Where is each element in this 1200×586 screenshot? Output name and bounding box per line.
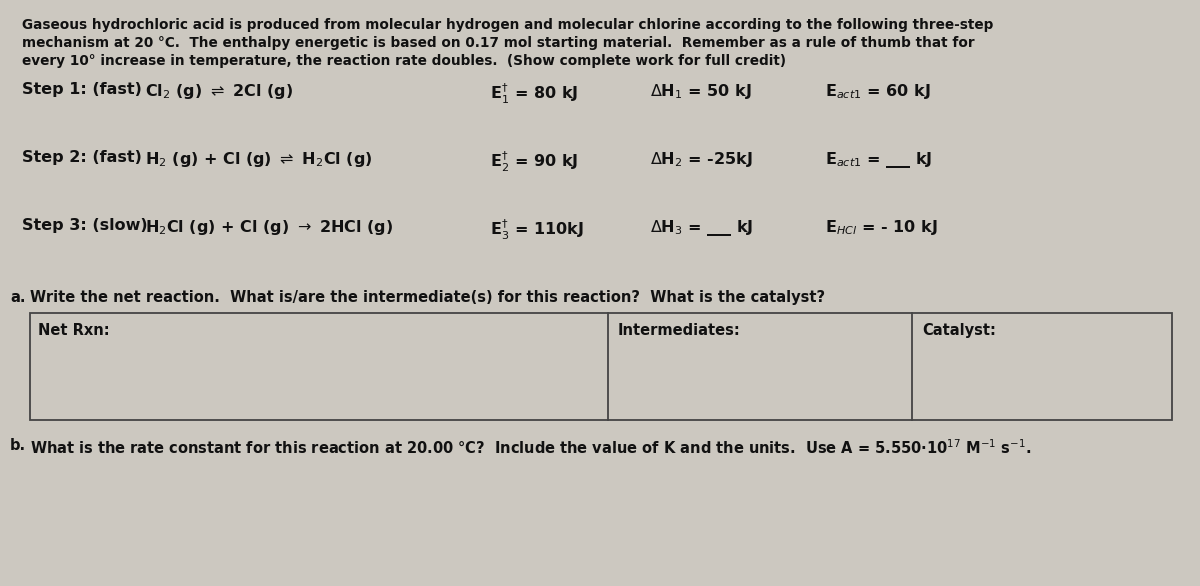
Text: Step 1: (fast): Step 1: (fast) xyxy=(22,82,142,97)
Text: Gaseous hydrochloric acid is produced from molecular hydrogen and molecular chlo: Gaseous hydrochloric acid is produced fr… xyxy=(22,18,994,32)
Text: E$_{HCl}$ = - 10 kJ: E$_{HCl}$ = - 10 kJ xyxy=(826,218,937,237)
Text: Step 3: (slow): Step 3: (slow) xyxy=(22,218,148,233)
Text: mechanism at 20 °C.  The enthalpy energetic is based on 0.17 mol starting materi: mechanism at 20 °C. The enthalpy energet… xyxy=(22,36,974,50)
Text: E$_{act1}$ = ___ kJ: E$_{act1}$ = ___ kJ xyxy=(826,150,932,170)
Text: Cl$_2$ (g) $\rightleftharpoons$ 2Cl (g): Cl$_2$ (g) $\rightleftharpoons$ 2Cl (g) xyxy=(145,82,293,101)
Text: E$_1^{\dagger}$ = 80 kJ: E$_1^{\dagger}$ = 80 kJ xyxy=(490,82,578,106)
Text: E$_3^{\dagger}$ = 110kJ: E$_3^{\dagger}$ = 110kJ xyxy=(490,218,583,242)
Text: Write the net reaction.  What is/are the intermediate(s) for this reaction?  Wha: Write the net reaction. What is/are the … xyxy=(30,290,826,305)
Text: E$_2^{\dagger}$ = 90 kJ: E$_2^{\dagger}$ = 90 kJ xyxy=(490,150,578,174)
Text: $\Delta$H$_2$ = -25kJ: $\Delta$H$_2$ = -25kJ xyxy=(650,150,752,169)
Text: H$_2$Cl (g) + Cl (g) $\rightarrow$ 2HCl (g): H$_2$Cl (g) + Cl (g) $\rightarrow$ 2HCl … xyxy=(145,218,394,237)
Text: a.: a. xyxy=(10,290,25,305)
Text: every 10° increase in temperature, the reaction rate doubles.  (Show complete wo: every 10° increase in temperature, the r… xyxy=(22,54,786,68)
Text: b.: b. xyxy=(10,438,26,453)
Text: Net Rxn:: Net Rxn: xyxy=(38,323,109,338)
Text: Catalyst:: Catalyst: xyxy=(922,323,996,338)
Text: Intermediates:: Intermediates: xyxy=(618,323,740,338)
Text: What is the rate constant for this reaction at 20.00 °C?  Include the value of K: What is the rate constant for this react… xyxy=(30,438,1032,456)
Text: Step 2: (fast): Step 2: (fast) xyxy=(22,150,142,165)
Text: $\Delta$H$_3$ = ___ kJ: $\Delta$H$_3$ = ___ kJ xyxy=(650,218,754,238)
Bar xyxy=(30,313,1172,420)
Text: H$_2$ (g) + Cl (g) $\rightleftharpoons$ H$_2$Cl (g): H$_2$ (g) + Cl (g) $\rightleftharpoons$ … xyxy=(145,150,372,169)
Text: $\Delta$H$_1$ = 50 kJ: $\Delta$H$_1$ = 50 kJ xyxy=(650,82,751,101)
Text: E$_{act1}$ = 60 kJ: E$_{act1}$ = 60 kJ xyxy=(826,82,930,101)
